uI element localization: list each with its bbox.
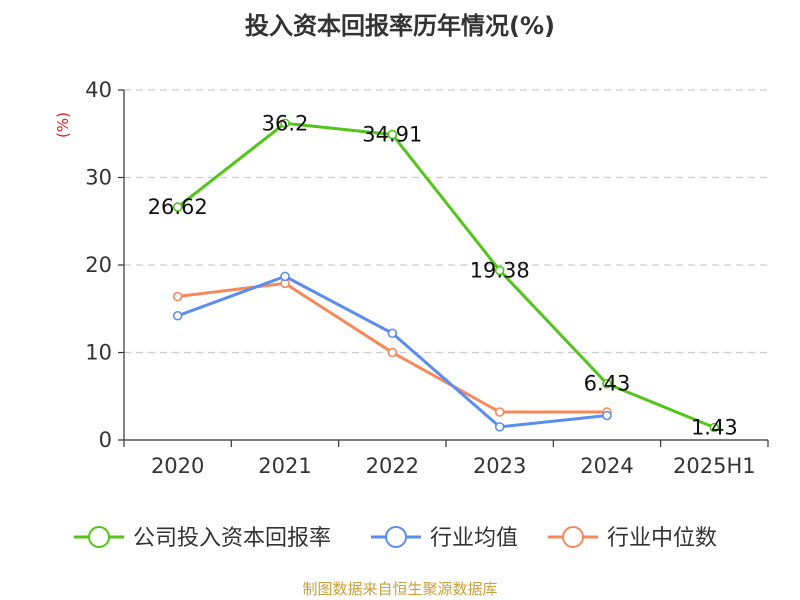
legend-swatch-marker [562, 526, 584, 548]
legend-label: 行业中位数 [607, 526, 717, 551]
legend-item: 行业均值 [371, 526, 518, 551]
legend-item: 行业中位数 [548, 526, 717, 551]
axes: 0 10 20 30 40 2020 2021 2022 2023 2024 2025H1 [85, 78, 769, 478]
series-lines [176, 121, 715, 429]
data-point [280, 271, 290, 282]
data-point [387, 129, 398, 140]
gridlines [124, 89, 768, 354]
data-point [172, 202, 183, 212]
data-point [172, 291, 183, 302]
data-label: 34.91 [362, 123, 422, 147]
data-point [494, 422, 505, 432]
data-point [494, 265, 505, 276]
data-label: 19.38 [470, 258, 530, 282]
series-line-0 [176, 121, 715, 429]
legend-item: 公司投入资本回报率 [74, 526, 331, 551]
y-tick-label: 30 [85, 166, 112, 190]
data-label: 6.43 [584, 372, 631, 396]
x-tick-label: 2025H1 [673, 454, 756, 478]
y-tick-label: 40 [85, 78, 112, 102]
data-point [387, 328, 398, 339]
chart-title: 投入资本回报率历年情况(%) [245, 12, 555, 40]
x-tick-label: 2024 [580, 454, 633, 478]
data-point [387, 347, 398, 358]
legend-swatch-marker [88, 526, 110, 548]
data-point [172, 310, 183, 321]
data-labels: 26.62 36.2 34.91 19.38 6.43 1.43 [148, 111, 738, 439]
data-point [494, 407, 505, 417]
source-note: 制图数据来自恒生聚源数据库 [302, 580, 497, 598]
data-point [709, 422, 720, 433]
legend-label: 公司投入资本回报率 [133, 526, 331, 551]
y-tick-label: 20 [85, 253, 112, 277]
x-tick-label: 2020 [151, 454, 204, 478]
series-points [172, 118, 720, 433]
x-tick-label: 2021 [258, 454, 311, 478]
y-tick-label: 0 [99, 428, 112, 452]
data-point [602, 410, 612, 421]
y-axis-unit-label: (%) [54, 112, 72, 138]
data-label: 36.2 [262, 111, 309, 135]
legend-label: 行业均值 [430, 526, 518, 551]
data-label: 26.62 [148, 195, 208, 219]
x-tick-label: 2022 [366, 454, 419, 478]
legend-swatch-marker [385, 526, 407, 548]
x-tick-label: 2023 [473, 454, 526, 478]
y-tick-label: 10 [85, 341, 112, 365]
legend: 公司投入资本回报率 行业均值 行业中位数 [74, 526, 717, 551]
series-line-2 [177, 281, 607, 414]
data-point [602, 378, 612, 389]
data-point [280, 118, 290, 129]
data-label: 1.43 [691, 415, 738, 439]
